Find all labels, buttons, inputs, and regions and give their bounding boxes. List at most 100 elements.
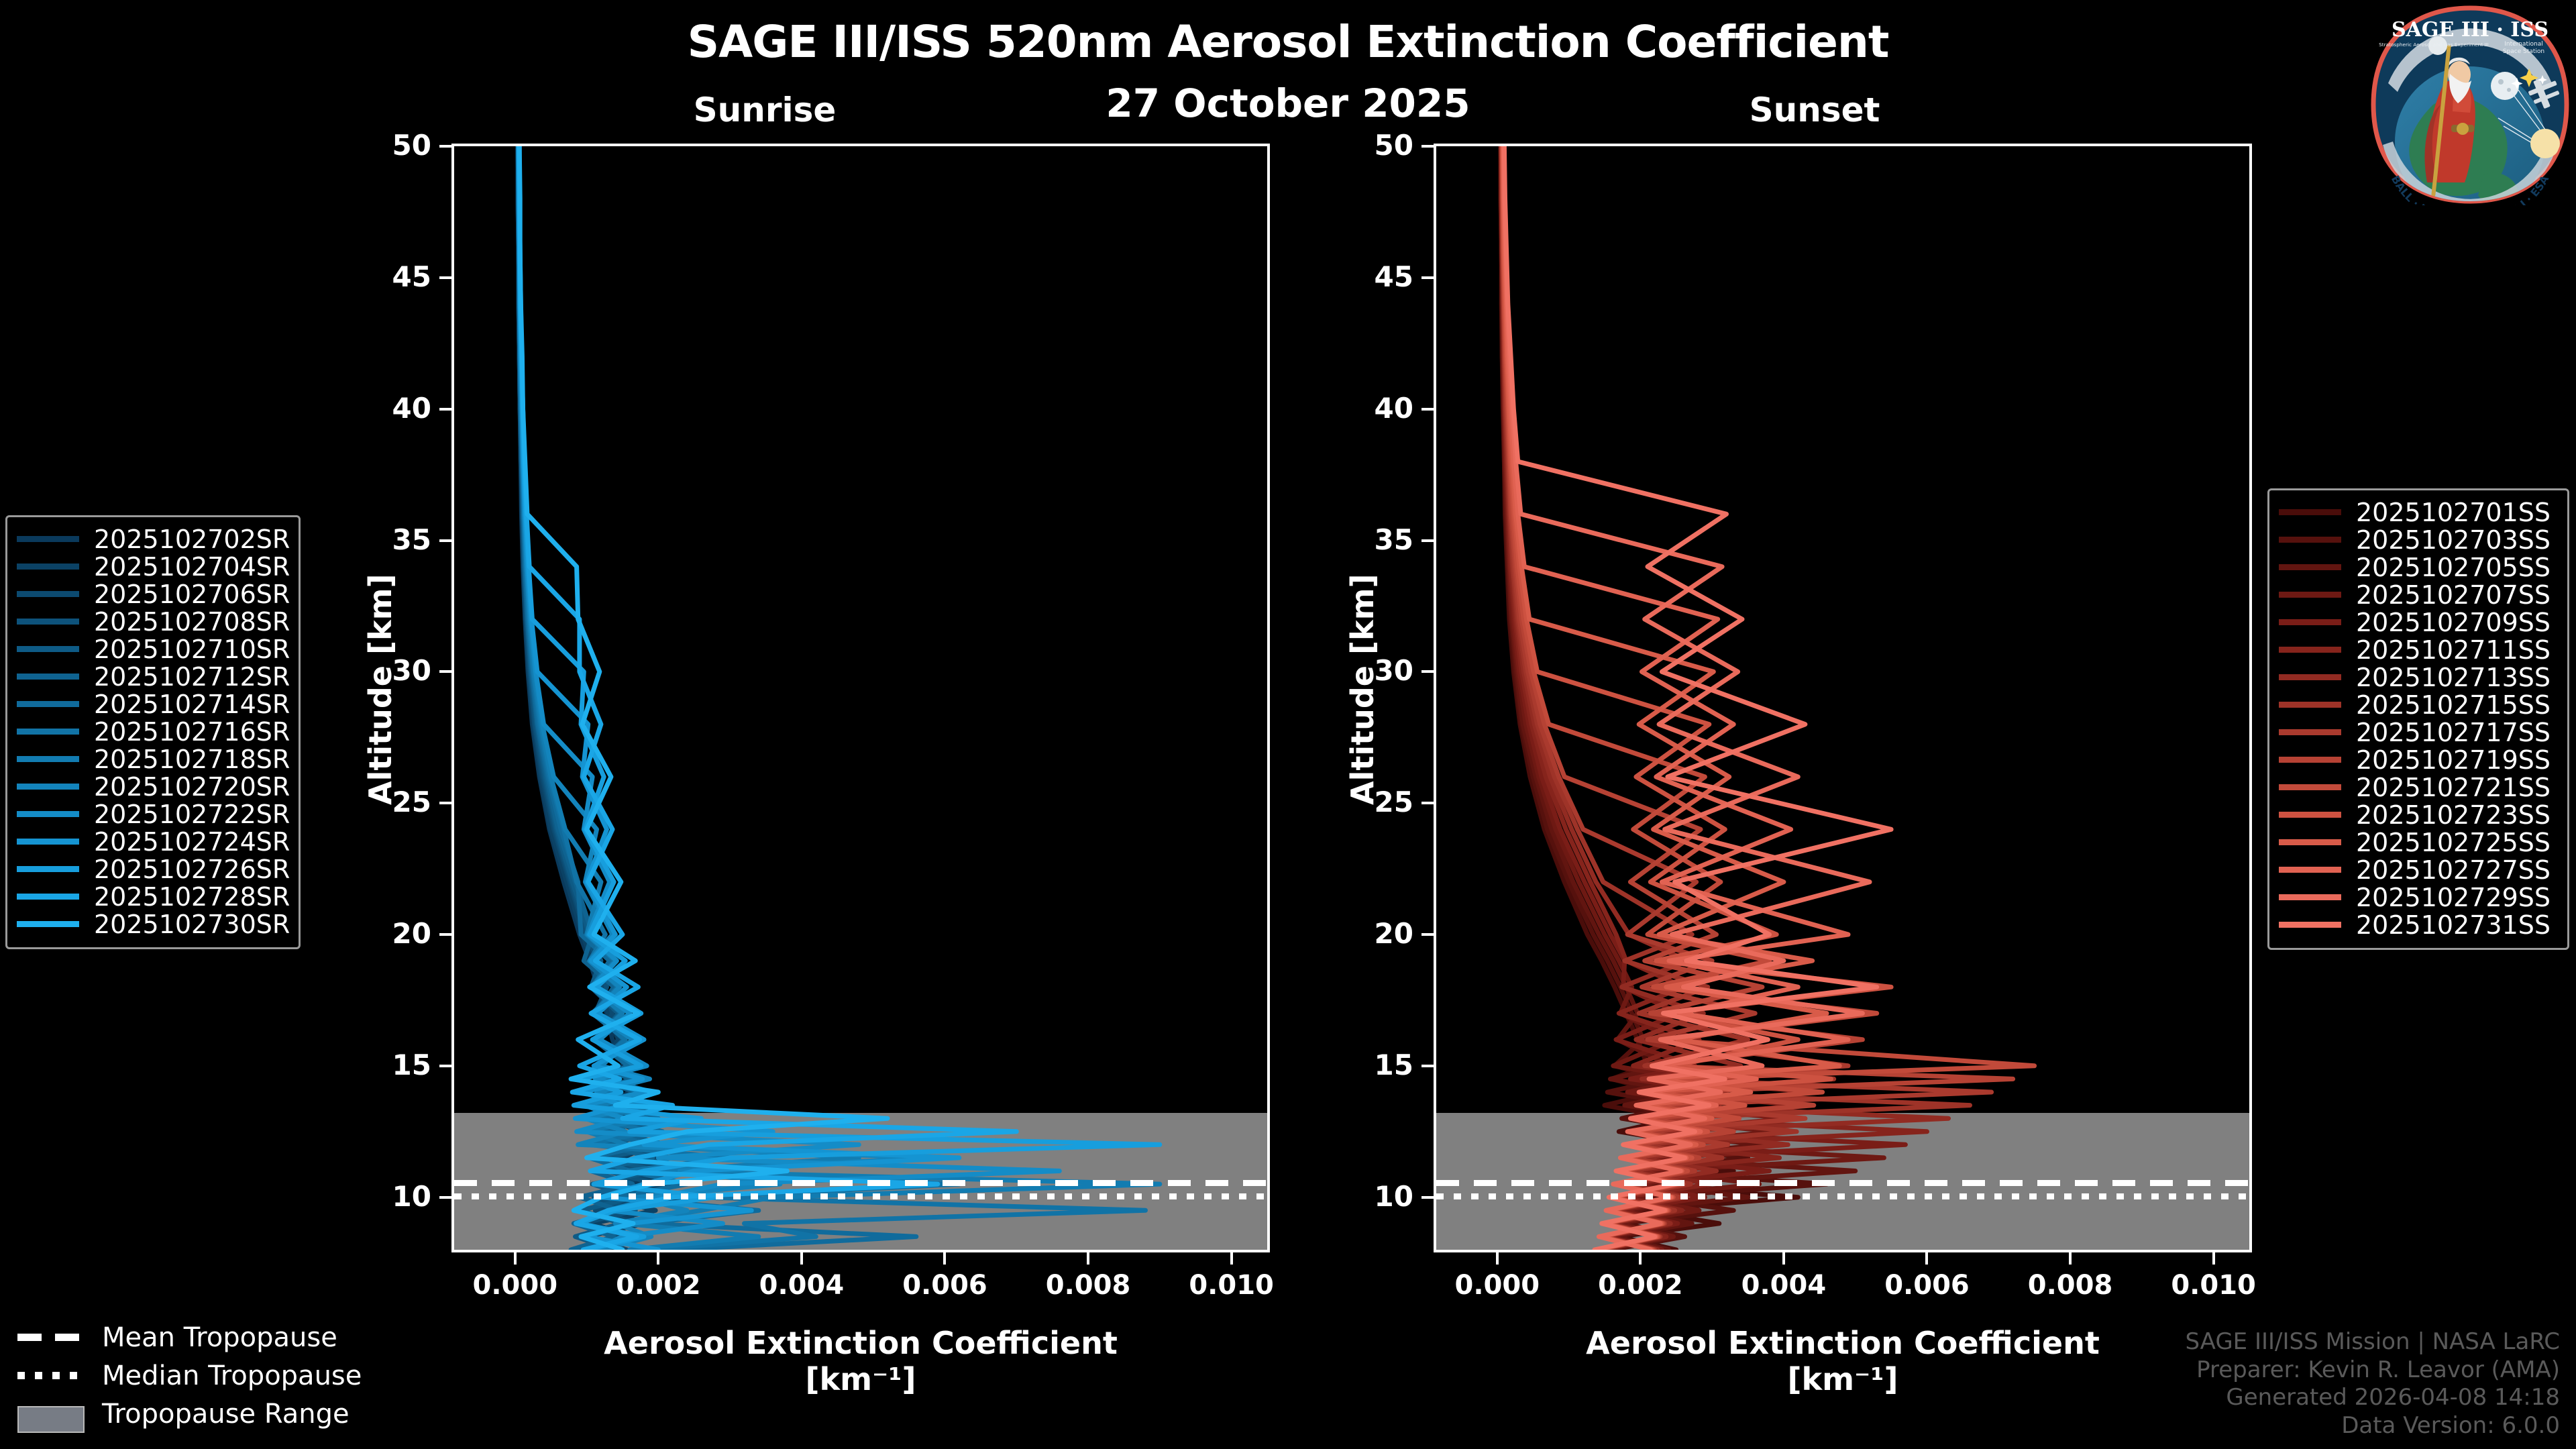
- legend-item-label: 2025102729SS: [2356, 882, 2551, 912]
- plot-sunset: [1434, 144, 2252, 1252]
- legend-sunset-item[interactable]: 2025102701SS: [2279, 497, 2555, 527]
- legend-item-label: 2025102719SS: [2356, 745, 2551, 775]
- legend-color-swatch: [2279, 757, 2341, 763]
- legend-label-mean: Mean Tropopause: [102, 1322, 337, 1353]
- legend-sunrise-item[interactable]: 2025102716SR: [17, 717, 290, 747]
- x-tick: [800, 1252, 803, 1265]
- legend-color-swatch: [2279, 922, 2341, 928]
- y-tick-label: 35: [392, 523, 431, 556]
- plot-area-sunset: [1436, 146, 2249, 1250]
- legend-tropopause[interactable]: Mean Tropopause Median Tropopause Tropop…: [17, 1318, 362, 1433]
- legend-sunset-item[interactable]: 2025102725SS: [2279, 828, 2555, 857]
- legend-sunrise-item[interactable]: 2025102708SR: [17, 607, 290, 637]
- logo-title: SAGE III · ISS: [2392, 18, 2548, 42]
- y-tick-label: 20: [1374, 917, 1413, 950]
- page-title: SAGE III/ISS 520nm Aerosol Extinction Co…: [687, 16, 1890, 68]
- x-tick: [943, 1252, 947, 1265]
- legend-item-label: 2025102705SS: [2356, 552, 2551, 582]
- legend-item-label: 2025102717SS: [2356, 717, 2551, 747]
- y-tick: [439, 802, 451, 805]
- legend-sunset-item[interactable]: 2025102707SS: [2279, 580, 2555, 610]
- mean-tropopause-line-sunrise: [454, 1180, 1267, 1187]
- y-tick-label: 25: [1374, 786, 1413, 819]
- y-tick-label: 30: [1374, 654, 1413, 688]
- legend-label-median: Median Tropopause: [102, 1360, 362, 1391]
- y-axis-label-sunset: Altitude [km]: [1344, 574, 1381, 805]
- legend-sunset-item[interactable]: 2025102711SS: [2279, 635, 2555, 665]
- x-tick: [1639, 1252, 1642, 1265]
- legend-color-swatch: [17, 591, 79, 597]
- legend-sunrise-item[interactable]: 2025102728SR: [17, 882, 290, 912]
- legend-item-tropopause-range[interactable]: Tropopause Range: [17, 1395, 362, 1433]
- legend-item-label: 2025102720SR: [94, 771, 290, 802]
- legend-item-label: 2025102727SS: [2356, 855, 2551, 885]
- y-tick-label: 25: [392, 786, 431, 819]
- sage-iii-iss-mission-patch-logo: SAGE III · ISS Stratospheric Aerosol and…: [2371, 5, 2569, 205]
- legend-item-mean-tropopause[interactable]: Mean Tropopause: [17, 1318, 362, 1356]
- logo-subtitle-right-1: International: [2504, 41, 2542, 48]
- x-tick-label: 0.004: [1741, 1270, 1827, 1301]
- legend-sunrise-item[interactable]: 2025102714SR: [17, 690, 290, 719]
- legend-item-label: 2025102701SS: [2356, 497, 2551, 527]
- legend-item-label: 2025102722SR: [94, 799, 290, 829]
- legend-sunrise-item[interactable]: 2025102702SR: [17, 525, 290, 554]
- y-tick: [1421, 802, 1434, 805]
- y-tick-label: 50: [392, 129, 431, 162]
- legend-sunset-item[interactable]: 2025102709SS: [2279, 608, 2555, 637]
- legend-sunset-item[interactable]: 2025102705SS: [2279, 552, 2555, 582]
- x-axis-label-line1: Aerosol Extinction Coefficient: [1586, 1325, 2100, 1361]
- legend-color-swatch: [17, 646, 79, 652]
- legend-sunrise-item[interactable]: 2025102730SR: [17, 910, 290, 939]
- y-tick: [439, 1195, 451, 1199]
- legend-sunrise-item[interactable]: 2025102720SR: [17, 772, 290, 802]
- x-tick-label: 0.004: [759, 1270, 845, 1301]
- legend-sunset-item[interactable]: 2025102719SS: [2279, 745, 2555, 775]
- legend-sunset-item[interactable]: 2025102721SS: [2279, 773, 2555, 802]
- legend-sunrise[interactable]: 2025102702SR 2025102704SR 2025102706SR 2025…: [5, 515, 301, 949]
- panel-heading-sunrise: Sunrise: [693, 91, 837, 129]
- legend-item-label: 2025102708SR: [94, 606, 290, 637]
- y-tick: [439, 933, 451, 936]
- legend-sunrise-item[interactable]: 2025102726SR: [17, 855, 290, 884]
- legend-sunset[interactable]: 2025102701SS 2025102703SS 2025102705SS 2025…: [2267, 488, 2569, 950]
- x-tick-label: 0.000: [472, 1270, 558, 1301]
- y-tick-label: 40: [392, 391, 431, 425]
- legend-item-label: 2025102714SR: [94, 689, 290, 719]
- legend-sunset-item[interactable]: 2025102731SS: [2279, 910, 2555, 940]
- legend-item-median-tropopause[interactable]: Median Tropopause: [17, 1356, 362, 1395]
- y-tick: [439, 407, 451, 411]
- legend-sunrise-item[interactable]: 2025102718SR: [17, 745, 290, 774]
- legend-item-label: 2025102711SS: [2356, 635, 2551, 665]
- legend-item-label: 2025102730SR: [94, 909, 290, 939]
- x-axis-label-sunrise: Aerosol Extinction Coefficient [km⁻¹]: [451, 1325, 1270, 1398]
- legend-sunset-item[interactable]: 2025102717SS: [2279, 717, 2555, 747]
- x-tick: [2069, 1252, 2072, 1265]
- legend-sunrise-item[interactable]: 2025102704SR: [17, 552, 290, 582]
- legend-sunrise-item[interactable]: 2025102724SR: [17, 827, 290, 857]
- legend-sunset-item[interactable]: 2025102703SS: [2279, 525, 2555, 555]
- x-axis-label-sunset: Aerosol Extinction Coefficient [km⁻¹]: [1434, 1325, 2252, 1398]
- legend-sunset-item[interactable]: 2025102715SS: [2279, 690, 2555, 720]
- legend-item-label: 2025102704SR: [94, 551, 290, 582]
- legend-item-label: 2025102713SS: [2356, 662, 2551, 692]
- footer-credits: SAGE III/ISS Mission | NASA LaRC Prepare…: [2185, 1328, 2560, 1440]
- y-tick: [1421, 1195, 1434, 1199]
- legend-sunset-item[interactable]: 2025102713SS: [2279, 662, 2555, 692]
- legend-item-label: 2025102731SS: [2356, 910, 2551, 940]
- legend-color-swatch: [17, 839, 79, 845]
- legend-sunrise-item[interactable]: 2025102712SR: [17, 662, 290, 692]
- legend-item-label: 2025102703SS: [2356, 525, 2551, 555]
- y-tick: [1421, 539, 1434, 542]
- legend-color-swatch: [2279, 702, 2341, 708]
- legend-sunset-item[interactable]: 2025102723SS: [2279, 800, 2555, 830]
- legend-sunrise-item[interactable]: 2025102722SR: [17, 800, 290, 829]
- legend-sunset-item[interactable]: 2025102727SS: [2279, 855, 2555, 885]
- legend-color-swatch: [2279, 867, 2341, 873]
- footer-line-mission: SAGE III/ISS Mission | NASA LaRC: [2185, 1328, 2560, 1356]
- legend-sunset-item[interactable]: 2025102729SS: [2279, 882, 2555, 912]
- legend-item-label: 2025102718SR: [94, 744, 290, 774]
- legend-sunrise-item[interactable]: 2025102710SR: [17, 635, 290, 664]
- series-line: [517, 146, 890, 1250]
- legend-sunrise-item[interactable]: 2025102706SR: [17, 580, 290, 609]
- series-line: [1501, 146, 1894, 1250]
